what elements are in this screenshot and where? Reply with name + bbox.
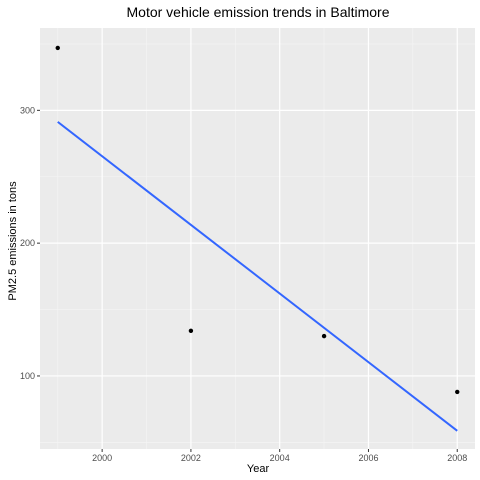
data-point bbox=[188, 328, 194, 334]
x-tick-label: 2004 bbox=[270, 453, 290, 463]
trend-line-group bbox=[57, 121, 458, 432]
data-points bbox=[55, 45, 460, 395]
y-tick-label: 100 bbox=[20, 371, 35, 381]
x-tick-label: 2008 bbox=[447, 453, 467, 463]
y-axis-ticks: 100 200 300 bbox=[20, 105, 40, 381]
grid-lines bbox=[40, 28, 475, 449]
plot-panel bbox=[40, 28, 475, 449]
y-axis-title: PM2.5 emissions in tons bbox=[7, 181, 19, 301]
x-tick-label: 2000 bbox=[92, 453, 112, 463]
y-tick-label: 300 bbox=[20, 105, 35, 115]
trend-line bbox=[57, 121, 458, 432]
x-tick-label: 2006 bbox=[358, 453, 378, 463]
x-axis-title: Year bbox=[247, 463, 270, 475]
y-tick-label: 200 bbox=[20, 238, 35, 248]
data-point bbox=[455, 389, 460, 395]
data-point bbox=[55, 45, 60, 51]
chart-title: Motor vehicle emission trends in Baltimo… bbox=[127, 4, 390, 20]
data-point bbox=[321, 333, 327, 339]
x-axis-ticks: 2000 2002 2004 2006 2008 bbox=[92, 449, 467, 463]
x-tick-label: 2002 bbox=[181, 453, 201, 463]
